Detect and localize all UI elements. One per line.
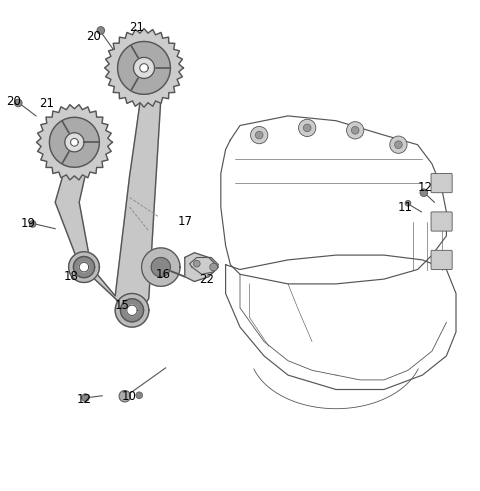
Text: 11: 11	[398, 201, 413, 214]
Circle shape	[82, 394, 89, 402]
Circle shape	[405, 200, 411, 206]
Circle shape	[119, 390, 131, 402]
Text: 21: 21	[129, 21, 144, 33]
Circle shape	[299, 119, 316, 136]
Polygon shape	[140, 64, 148, 72]
Text: 20: 20	[86, 30, 101, 43]
Polygon shape	[151, 257, 170, 277]
Polygon shape	[105, 28, 183, 107]
Circle shape	[255, 131, 263, 139]
Polygon shape	[69, 252, 99, 282]
Circle shape	[136, 392, 143, 399]
Polygon shape	[73, 256, 95, 277]
Circle shape	[210, 263, 217, 271]
Text: 10: 10	[121, 390, 136, 403]
Circle shape	[351, 127, 359, 134]
Text: 15: 15	[115, 299, 130, 312]
Circle shape	[347, 122, 364, 139]
FancyBboxPatch shape	[431, 212, 452, 231]
Polygon shape	[55, 56, 163, 310]
Polygon shape	[185, 253, 218, 281]
Circle shape	[251, 127, 268, 144]
Text: 18: 18	[64, 270, 78, 283]
Polygon shape	[115, 294, 149, 327]
Circle shape	[303, 124, 311, 132]
Circle shape	[420, 189, 428, 196]
Circle shape	[395, 141, 402, 149]
Text: 16: 16	[156, 268, 171, 281]
Polygon shape	[142, 248, 180, 286]
Text: 19: 19	[20, 218, 36, 230]
Text: 12: 12	[417, 181, 432, 194]
Polygon shape	[49, 117, 99, 167]
Circle shape	[14, 99, 22, 107]
FancyBboxPatch shape	[431, 250, 452, 270]
Polygon shape	[71, 138, 78, 146]
Polygon shape	[65, 133, 84, 152]
Circle shape	[97, 27, 105, 34]
Text: 20: 20	[6, 95, 21, 108]
Text: 22: 22	[199, 273, 214, 286]
Polygon shape	[36, 105, 112, 180]
FancyBboxPatch shape	[431, 173, 452, 192]
Text: 12: 12	[76, 393, 92, 406]
Polygon shape	[118, 42, 170, 94]
Polygon shape	[133, 57, 155, 79]
Polygon shape	[127, 305, 137, 316]
Circle shape	[390, 136, 407, 153]
Text: 17: 17	[177, 215, 192, 228]
Polygon shape	[79, 262, 89, 272]
Polygon shape	[120, 299, 144, 322]
Circle shape	[193, 260, 200, 267]
Text: 21: 21	[39, 97, 55, 110]
Polygon shape	[190, 257, 218, 274]
Circle shape	[29, 220, 36, 227]
